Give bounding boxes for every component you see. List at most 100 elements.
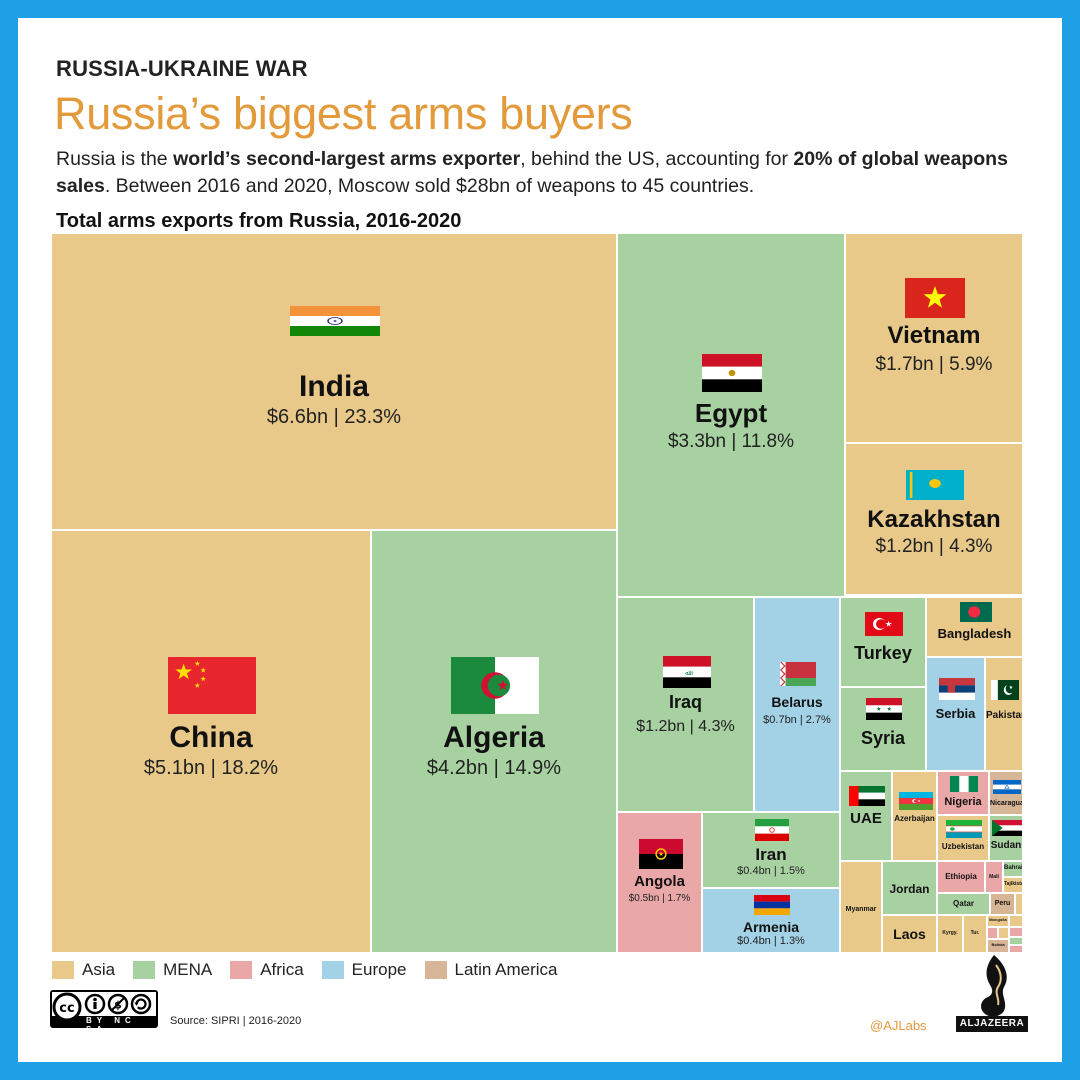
treemap-cell-iraq: ﷲ Iraq $1.2bn | 4.3% [617,597,754,812]
treemap-cell-egypt: Egypt $3.3bn | 11.8% [617,233,845,597]
sudan-flag-icon [992,820,1022,841]
cell-country-label: Bahrain [1004,865,1023,871]
cell-country-label: Azerbaijan [894,814,935,823]
treemap-cell-nigeria: Nigeria [937,771,989,815]
aljazeera-wordmark: ALJAZEERA [956,1016,1028,1032]
cell-country-label: Algeria [443,721,545,754]
angola-flag-icon [638,839,683,874]
cell-country-label: Syria [860,728,906,748]
legend-item-mena: MENA [133,960,212,980]
kicker: RUSSIA-UKRAINE WAR [56,56,308,81]
treemap-cell-mongolia: Mongolia [987,915,1009,927]
source-note: Source: SIPRI | 2016-2020 [170,1015,302,1027]
treemap-cell-tur: Tur. [963,915,987,953]
uzbekistan-flag-icon [946,820,982,843]
legend-item-africa: Africa [230,960,304,980]
subtitle-part: , behind the US, accounting for [520,148,794,170]
cell-country-label: Pakistan [986,710,1022,721]
subtitle-part: world’s second-largest arms exporter [173,148,521,170]
treemap-cell-azerbaijan: Azerbaijan [892,771,937,861]
legend-item-asia: Asia [52,960,115,980]
legend-swatch [321,961,344,979]
egypt-flag-icon [702,354,762,397]
cell-country-label: UAE [850,810,882,827]
treemap-cell-serbia: Serbia [926,657,985,771]
subtitle-part: . Between 2016 and 2020, Moscow sold $28… [104,175,755,197]
treemap-cell-bangladesh: Bangladesh [926,597,1023,657]
creative-commons-icon: cc $ BY NC SA [50,990,158,1034]
legend-label: Latin America [454,960,558,979]
cell-value-label: $5.1bn | 18.2% [143,757,279,779]
legend-item-latin-america: Latin America [424,960,558,980]
treemap-cell [998,927,1009,939]
cell-country-label: Iran [755,845,787,864]
treemap-cell [1009,915,1023,927]
cell-country-label: Bolivia [991,942,1005,947]
treemap-cell-turkey: Turkey [840,597,926,687]
subtitle-part: 20% of global weapons sales [56,148,1008,197]
cell-country-label: Tur. [970,930,980,936]
treemap-cell-india: India $6.6bn | 23.3% [51,233,617,530]
syria-flag-icon [866,698,902,725]
legend-label: Europe [351,960,407,979]
turkey-flag-icon [865,612,903,641]
cell-country-label: Qatar [953,899,974,908]
treemap-cell [987,927,998,939]
vietnam-flag-icon [905,278,965,323]
treemap-cell-belarus: Belarus $0.7bn | 2.7% [754,597,840,812]
aljazeera-logo-icon [954,951,1034,1031]
serbia-flag-icon [938,678,975,705]
cell-value-label: $1.7bn | 5.9% [875,354,993,375]
azerbaijan-flag-icon [898,792,933,815]
treemap-cell-bolivia: Bolivia [987,939,1009,953]
cell-value-label: $0.4bn | 1.3% [737,935,805,947]
india-flag-icon [290,306,380,341]
bangladesh-flag-icon [959,602,992,627]
legend-label: Africa [260,960,304,979]
treemap-cell-bahrain: Bahrain [1003,861,1023,877]
cell-country-label: Laos [893,926,926,942]
cell-value-label: $1.2bn | 4.3% [875,536,993,557]
treemap-cell-laos: Laos [882,915,937,953]
treemap-cell-qatar: Qatar [937,893,990,915]
nigeria-flag-icon [950,776,978,797]
uae-flag-icon [849,786,885,811]
cell-value-label: $6.6bn | 23.3% [266,406,402,428]
cell-country-label: Jordan [889,882,930,896]
treemap-cell-syria: Syria [840,687,926,771]
treemap-cell-mali: Mali [985,861,1003,893]
cell-country-label: India [298,370,369,403]
infographic-card: RUSSIA-UKRAINE WAR Russia’s biggest arms… [18,18,1062,1062]
treemap-cell-ethiopia: Ethiopia [937,861,985,893]
kazakhstan-flag-icon [906,470,964,505]
treemap-cell-algeria: Algeria $4.2bn | 14.9% [371,530,617,953]
treemap-cell-china: China $5.1bn | 18.2% [51,530,371,953]
treemap-cell-angola: Angola $0.5bn | 1.7% [617,812,702,953]
belarus-flag-icon [779,661,816,691]
cell-country-label: Nicaragua [990,800,1023,807]
treemap-cell [1009,927,1023,937]
nicaragua-flag-icon [993,780,1021,799]
cell-country-label: Sudan [990,840,1022,851]
legend-label: MENA [163,960,213,979]
license-label: BY NC SA [86,1016,136,1034]
algeria-flag-icon [451,657,539,719]
legend-swatch [52,961,74,979]
treemap-cell-pakistan: Pakistan [985,657,1023,771]
treemap-cell [1015,893,1023,915]
cell-country-label: Kazakhstan [867,506,1001,533]
cell-country-label: Serbia [935,706,976,721]
treemap-cell-kazakhstan: Kazakhstan $1.2bn | 4.3% [845,443,1023,595]
legend: Asia MENA Africa Europe Latin America [52,958,576,982]
china-flag-icon [168,657,256,719]
treemap-chart: India $6.6bn | 23.3% China $5.1bn | 18.2% Al… [51,233,1023,953]
treemap-cell-uzbekistan: Uzbekistan [937,815,989,861]
legend-swatch [424,961,447,979]
subtitle-part: Russia is the [56,148,174,170]
legend-label: Asia [82,960,116,979]
armenia-flag-icon [754,895,790,920]
cell-value-label: $0.4bn | 1.5% [737,865,805,877]
treemap-cell-nicaragua: Nicaragua [989,771,1023,815]
cell-value-label: $4.2bn | 14.9% [426,757,562,779]
cell-country-label: Mali [989,874,999,880]
